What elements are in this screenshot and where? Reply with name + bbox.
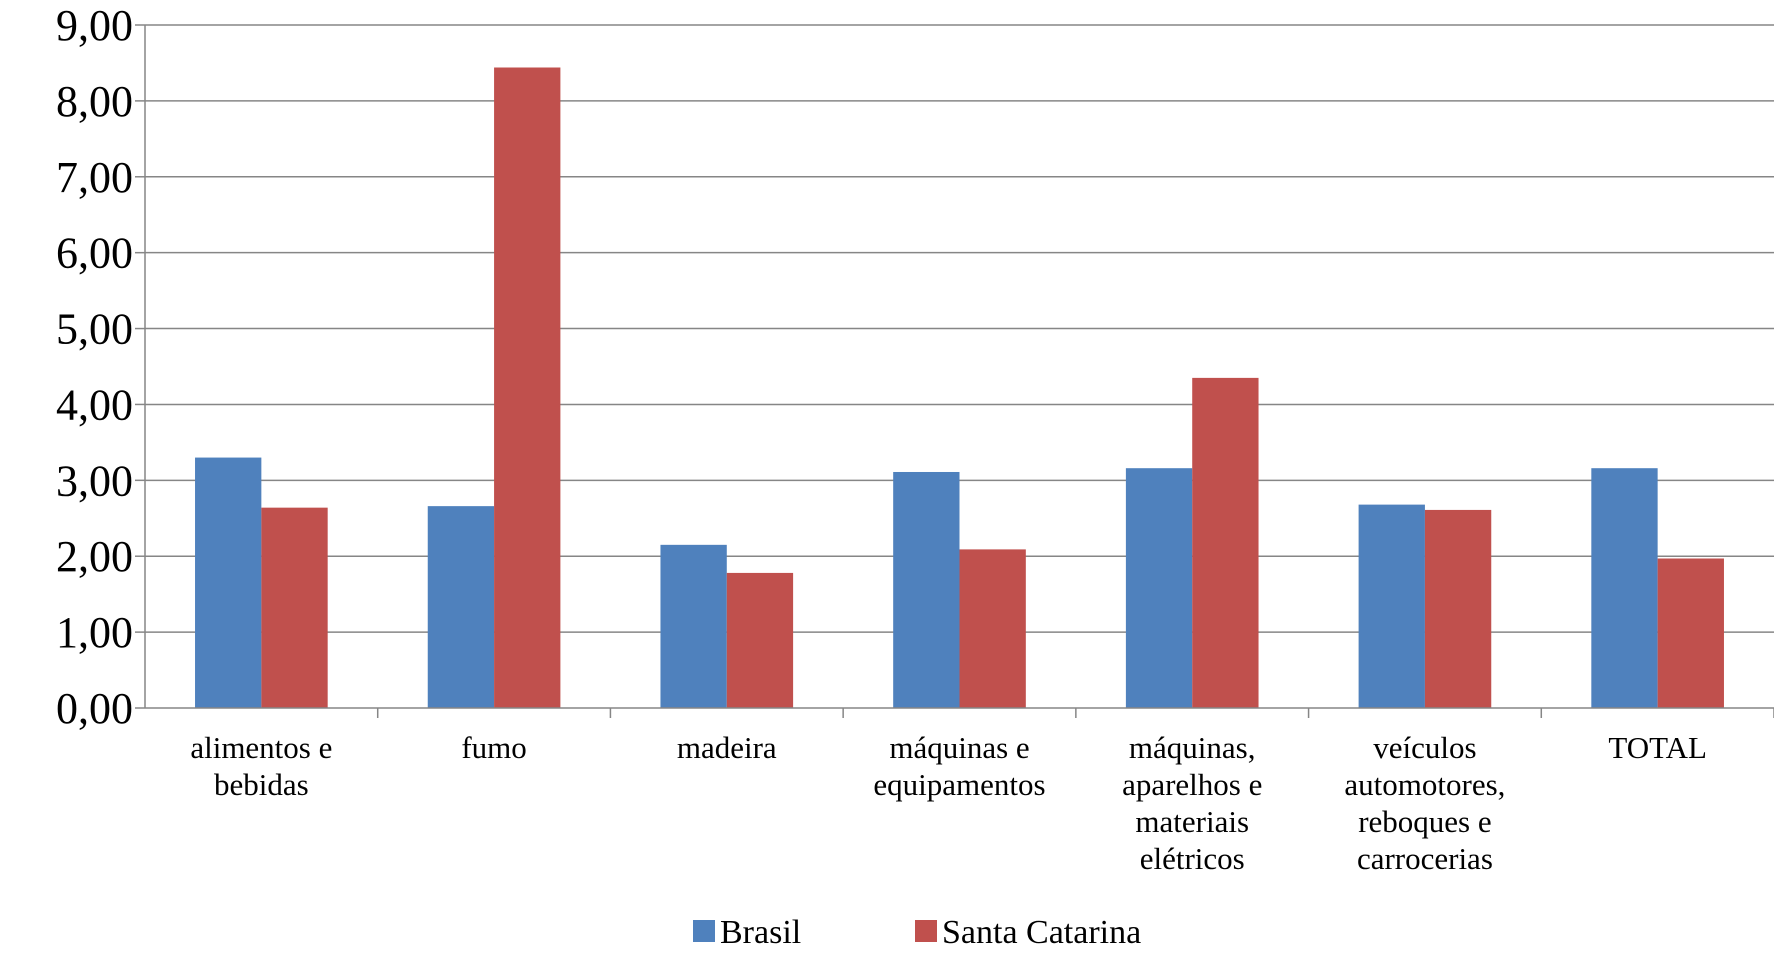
bar-santa-catarina [261,507,328,708]
x-tick-label-line: veículos [1373,730,1476,765]
bar-brasil [1125,468,1193,708]
bars [195,67,1724,708]
y-tick-label: 3,00 [56,456,133,505]
bar-brasil [427,506,495,708]
bar-brasil [195,457,262,708]
x-tick-label: máquinas, aparelhos e materiais elétricos [1122,730,1262,876]
legend-swatch-santa-catarina [915,920,937,942]
x-tick-label-line: materiais [1135,804,1249,839]
axes [135,24,1774,718]
bar-santa-catarina [494,67,561,708]
legend: Brasil Santa Catarina [693,914,1141,951]
x-tick-label-line: bebidas [214,767,309,802]
bar-brasil [1591,468,1658,708]
bar-santa-catarina [1657,558,1724,708]
x-tick-label-line: reboques e [1358,804,1491,839]
x-tick-label-line: fumo [461,730,526,765]
bar-brasil [660,544,727,708]
legend-label: Brasil [720,914,801,951]
x-tick-label-line: alimentos e [190,730,332,765]
x-tick-label-line: máquinas, [1129,730,1256,765]
bar-brasil [893,471,960,708]
x-tick-label-line: automotores, [1344,767,1505,802]
x-tick-label: madeira [677,730,777,765]
y-tick-label: 4,00 [56,380,133,429]
y-tick-label: 9,00 [56,1,133,50]
y-tick-label: 6,00 [56,229,133,278]
x-tick-label-line: elétricos [1140,841,1245,876]
x-tick-label: TOTAL [1608,730,1707,765]
y-tick-label: 8,00 [56,77,133,126]
gridlines [145,24,1774,633]
y-tick-label: 2,00 [56,532,133,581]
x-tick-label-line: TOTAL [1608,730,1707,765]
x-tick-label-line: máquinas e [889,730,1029,765]
bar-santa-catarina [959,549,1026,708]
bar-santa-catarina [1424,509,1492,708]
bar-santa-catarina [1192,377,1259,708]
y-tick-label: 0,00 [56,684,133,733]
legend-label: Santa Catarina [942,914,1141,951]
x-tick-label-line: aparelhos e [1122,767,1262,802]
x-tick-label-line: madeira [677,730,777,765]
y-tick-label: 7,00 [56,153,133,202]
y-tick-label: 1,00 [56,608,133,657]
x-tick-label: alimentos e bebidas [190,730,332,802]
x-tick-label: máquinas e equipamentos [873,730,1045,802]
bar-santa-catarina [726,572,794,708]
x-tick-label: fumo [461,730,526,765]
legend-swatch-brasil [693,920,715,942]
x-tick-label-line: equipamentos [873,767,1045,802]
y-tick-label: 5,00 [56,305,133,354]
y-tick-labels: 0,00 1,00 2,00 3,00 4,00 5,00 6,00 7,00 8,00 9,00 [56,1,133,733]
x-tick-label-line: carrocerias [1357,841,1493,876]
bar-brasil [1358,504,1425,708]
x-tick-label: veículos automotores, reboques e carroceria… [1344,730,1505,876]
